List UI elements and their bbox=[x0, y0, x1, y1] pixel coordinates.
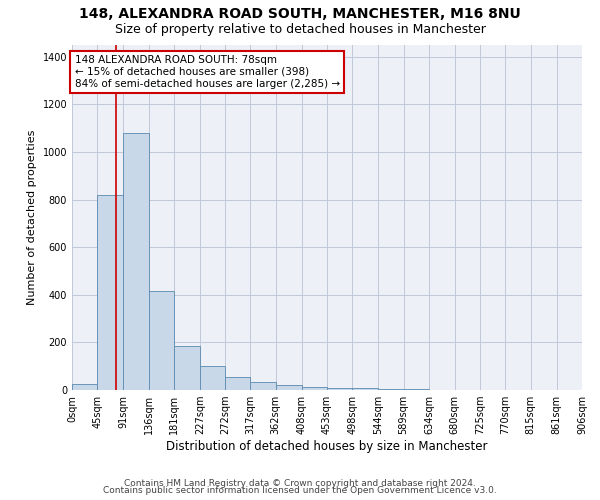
Bar bbox=[378, 389, 404, 390]
Bar bbox=[302, 387, 327, 390]
Bar bbox=[225, 377, 250, 390]
Text: Contains public sector information licensed under the Open Government Licence v3: Contains public sector information licen… bbox=[103, 486, 497, 495]
X-axis label: Distribution of detached houses by size in Manchester: Distribution of detached houses by size … bbox=[166, 440, 488, 453]
Bar bbox=[250, 382, 276, 390]
Bar bbox=[149, 292, 174, 390]
Bar bbox=[200, 366, 225, 390]
Bar bbox=[174, 346, 200, 390]
Bar bbox=[352, 388, 378, 390]
Bar bbox=[97, 195, 123, 390]
Bar bbox=[276, 385, 302, 390]
Y-axis label: Number of detached properties: Number of detached properties bbox=[27, 130, 37, 305]
Bar bbox=[327, 388, 352, 390]
Text: 148, ALEXANDRA ROAD SOUTH, MANCHESTER, M16 8NU: 148, ALEXANDRA ROAD SOUTH, MANCHESTER, M… bbox=[79, 8, 521, 22]
Text: 148 ALEXANDRA ROAD SOUTH: 78sqm
← 15% of detached houses are smaller (398)
84% o: 148 ALEXANDRA ROAD SOUTH: 78sqm ← 15% of… bbox=[74, 56, 340, 88]
Bar bbox=[123, 133, 149, 390]
Text: Contains HM Land Registry data © Crown copyright and database right 2024.: Contains HM Land Registry data © Crown c… bbox=[124, 478, 476, 488]
Bar bbox=[72, 384, 97, 390]
Text: Size of property relative to detached houses in Manchester: Size of property relative to detached ho… bbox=[115, 22, 485, 36]
